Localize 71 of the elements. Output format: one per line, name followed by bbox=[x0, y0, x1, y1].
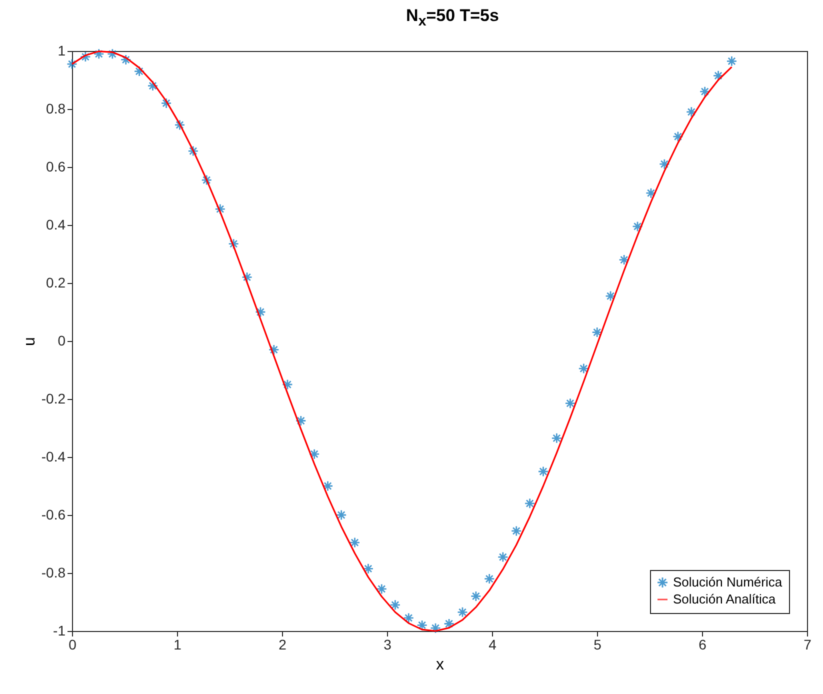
point bbox=[295, 415, 306, 426]
y-tick-label: -1 bbox=[53, 622, 66, 638]
point bbox=[255, 306, 266, 318]
x-tick-label: 4 bbox=[488, 636, 497, 652]
x-tick-label: 1 bbox=[174, 636, 182, 652]
y-tick-label: -0.2 bbox=[41, 390, 66, 406]
x-tick-label: 6 bbox=[698, 636, 707, 652]
point bbox=[403, 612, 414, 624]
point bbox=[376, 584, 388, 594]
x-tick-label: 5 bbox=[594, 636, 602, 652]
x-tick-label: 7 bbox=[804, 636, 812, 652]
point bbox=[362, 563, 374, 574]
y-tick-label: -0.6 bbox=[41, 506, 66, 522]
point bbox=[484, 573, 495, 584]
legend-label: Solución Analítica bbox=[673, 592, 776, 606]
point bbox=[160, 98, 172, 109]
point bbox=[658, 158, 670, 170]
y-axis-title: u bbox=[21, 337, 38, 346]
point bbox=[201, 174, 212, 186]
point bbox=[147, 80, 158, 92]
point bbox=[106, 48, 118, 60]
x-tick-label: 3 bbox=[384, 636, 392, 652]
point bbox=[538, 466, 549, 477]
point bbox=[699, 86, 710, 98]
point bbox=[188, 146, 199, 156]
point bbox=[174, 120, 186, 130]
y-tick-label: 0.4 bbox=[46, 216, 66, 232]
point bbox=[632, 221, 643, 232]
point bbox=[686, 106, 697, 118]
point bbox=[120, 54, 132, 66]
point bbox=[242, 272, 252, 283]
point bbox=[336, 510, 347, 520]
y-tick-label: 0.2 bbox=[46, 274, 66, 290]
point bbox=[268, 344, 280, 356]
y-tick-label: 0 bbox=[58, 332, 66, 348]
y-tick-label: 0.6 bbox=[46, 158, 66, 174]
point bbox=[430, 622, 441, 634]
point bbox=[444, 618, 454, 630]
point bbox=[349, 537, 360, 548]
y-tick-label: 0.8 bbox=[46, 100, 66, 116]
point bbox=[618, 254, 630, 266]
point bbox=[457, 606, 468, 618]
point bbox=[66, 58, 78, 70]
point bbox=[228, 238, 240, 250]
point bbox=[80, 51, 91, 62]
point bbox=[214, 204, 226, 214]
x-axis-title: x bbox=[436, 656, 444, 674]
point bbox=[672, 131, 684, 142]
x-tick-label: 2 bbox=[278, 636, 287, 652]
point bbox=[524, 498, 536, 509]
point bbox=[564, 398, 576, 409]
point bbox=[497, 552, 508, 562]
y-tick-label: 1 bbox=[58, 42, 66, 58]
point bbox=[712, 70, 724, 82]
point bbox=[605, 290, 616, 302]
point bbox=[308, 448, 320, 460]
point bbox=[510, 526, 522, 536]
point bbox=[282, 379, 293, 390]
point bbox=[134, 66, 145, 77]
point bbox=[578, 363, 590, 374]
point bbox=[93, 48, 104, 60]
point bbox=[646, 188, 656, 199]
y-tick-label: -0.8 bbox=[41, 564, 66, 580]
point bbox=[551, 432, 562, 444]
point bbox=[726, 56, 738, 67]
point bbox=[470, 590, 482, 602]
x-tick-label: 0 bbox=[68, 636, 77, 652]
chart-title: N$_{x}$=50 T=5s bbox=[405, 6, 500, 30]
point bbox=[390, 599, 401, 610]
y-tick-label: -0.4 bbox=[41, 448, 66, 464]
legend-label: Solución Numérica bbox=[673, 574, 783, 590]
